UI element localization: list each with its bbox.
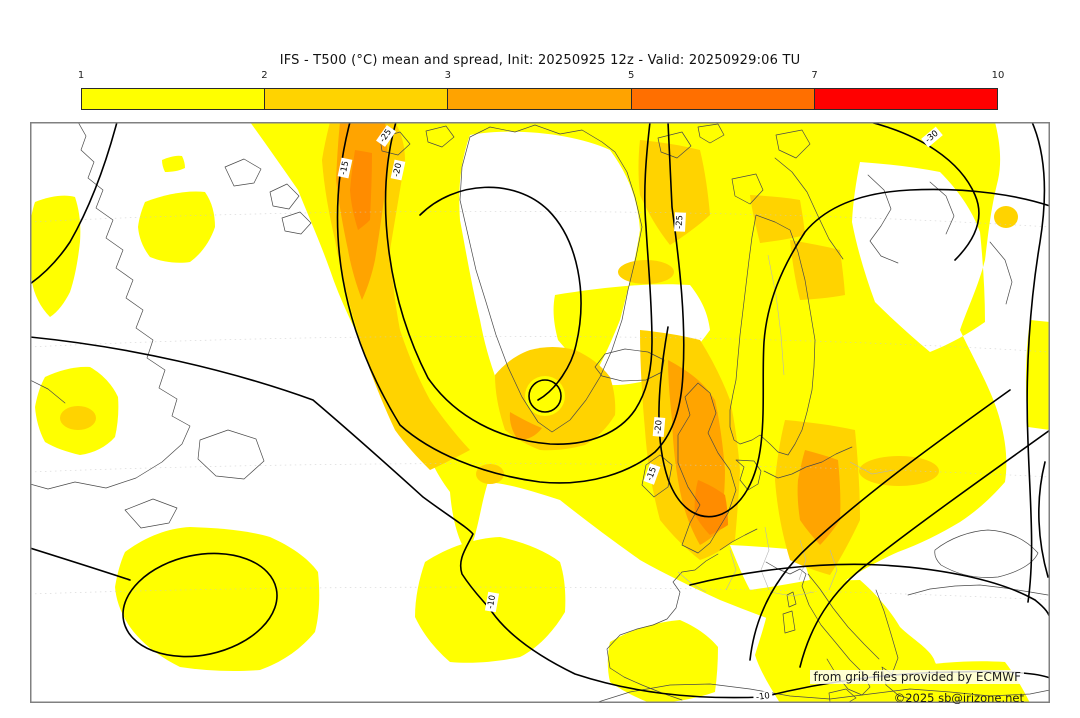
- svg-text:-15: -15: [339, 160, 352, 176]
- country-borders: [677, 254, 895, 597]
- svg-text:-10: -10: [486, 594, 498, 609]
- contour-label: -10: [752, 690, 774, 703]
- colorbar-tick: 7: [811, 70, 818, 81]
- contour-label: -25: [674, 212, 686, 232]
- contour-label: -10: [484, 591, 500, 613]
- mean-contours: [30, 122, 1050, 699]
- contour-label: -20: [390, 159, 406, 181]
- svg-text:-10: -10: [755, 691, 770, 703]
- map-canvas: -15 -25 -20 -25 -30 -20 -15 -10 -10: [30, 122, 1050, 703]
- svg-text:-20: -20: [653, 420, 664, 435]
- map-frame: [30, 122, 1050, 703]
- contour-label: -15: [643, 463, 661, 485]
- svg-text:-25: -25: [675, 215, 686, 229]
- attribution-ecmwf: from grib files provided by ECMWF: [810, 670, 1024, 684]
- colorbar-tick-labels: 1 2 3 5 7 10: [77, 70, 1005, 84]
- contour-labels: -15-25-20-25-30-20-15-10-10: [337, 125, 943, 703]
- weather-map-svg: -15-25-20-25-30-20-15-10-10: [30, 122, 1050, 703]
- graticule-lines: [30, 210, 1050, 601]
- colorbar-segment: [448, 89, 632, 109]
- contour-label: -20: [652, 417, 666, 437]
- colorbar-tick: 2: [261, 70, 268, 81]
- coastlines: [30, 122, 1050, 703]
- svg-text:-15: -15: [645, 466, 659, 482]
- colorbar-segment: [265, 89, 449, 109]
- colorbar: [81, 88, 998, 110]
- colorbar-tick: 3: [444, 70, 451, 81]
- colorbar-segment: [814, 89, 998, 109]
- colorbar-segment: [631, 89, 815, 109]
- attribution-copyright: ©2025 sb@irizone.net: [893, 691, 1024, 705]
- colorbar-segment: [82, 89, 266, 109]
- colorbar-tick: 10: [991, 70, 1005, 81]
- page-title: IFS - T500 (°C) mean and spread, Init: 2…: [279, 53, 801, 68]
- spread-shading-dark-orange: [350, 150, 728, 535]
- svg-text:-20: -20: [392, 162, 405, 178]
- colorbar-tick: 1: [77, 70, 85, 81]
- colorbar-tick: 5: [628, 70, 635, 81]
- contour-label: -15: [337, 157, 353, 179]
